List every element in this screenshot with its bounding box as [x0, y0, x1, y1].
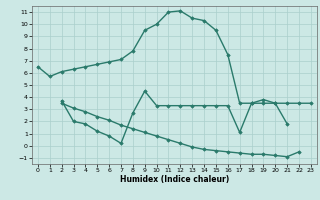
X-axis label: Humidex (Indice chaleur): Humidex (Indice chaleur): [120, 175, 229, 184]
